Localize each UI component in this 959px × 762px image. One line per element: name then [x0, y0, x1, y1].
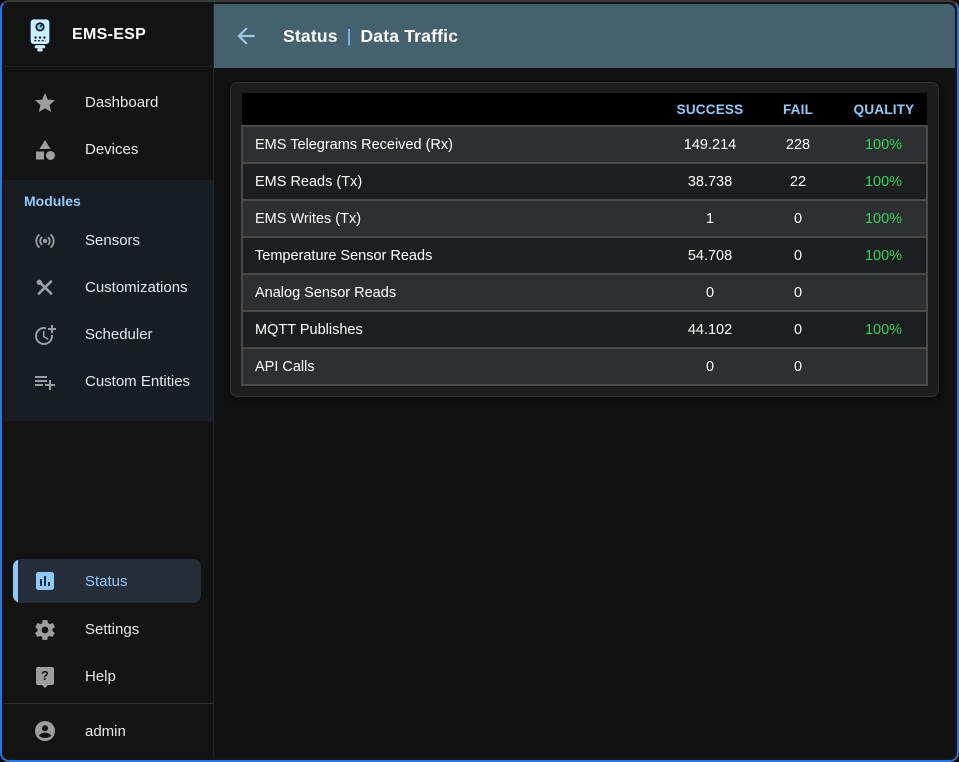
gear-icon — [33, 618, 57, 642]
sidebar-item-label: Scheduler — [85, 326, 153, 343]
sidebar-item-admin[interactable]: admin — [4, 704, 213, 758]
column-header-fail: FAIL — [755, 93, 841, 126]
quality-value — [841, 348, 927, 385]
success-value: 0 — [705, 284, 715, 301]
main-area: Status | Data Traffic SUCCESS FAIL QUALI… — [214, 4, 955, 758]
account-icon — [33, 719, 57, 743]
metric-name: EMS Writes (Tx) — [255, 210, 362, 227]
sidebar-item-label: Status — [85, 572, 128, 590]
sidebar-item-customizations[interactable]: Customizations — [4, 264, 213, 311]
table-row: Analog Sensor Reads 0 0 — [242, 274, 927, 311]
sensors-icon — [33, 229, 57, 253]
metric-name: Analog Sensor Reads — [255, 284, 397, 301]
sidebar: EMS-ESP Dashboard — [4, 4, 214, 758]
fail-value: 0 — [793, 284, 803, 301]
sidebar-item-settings[interactable]: Settings — [4, 606, 213, 653]
table-row: MQTT Publishes 44.102 0 100% — [242, 311, 927, 348]
sidebar-item-devices[interactable]: Devices — [4, 126, 213, 173]
fail-value: 22 — [789, 173, 807, 190]
fail-value: 228 — [785, 136, 811, 153]
star-icon — [33, 91, 57, 115]
success-value: 44.102 — [687, 321, 733, 338]
column-header-quality: QUALITY — [841, 93, 927, 126]
username-label: admin — [85, 722, 126, 740]
sidebar-item-label: Customizations — [85, 279, 188, 296]
quality-value: 100% — [864, 210, 903, 227]
sidebar-item-scheduler[interactable]: Scheduler — [4, 311, 213, 358]
fail-value: 0 — [793, 247, 803, 264]
app-title: EMS-ESP — [72, 26, 147, 43]
ems-esp-app: EMS-ESP Dashboard — [4, 4, 955, 758]
success-value: 149.214 — [683, 136, 737, 153]
sidebar-item-label: Help — [85, 668, 116, 685]
fail-value: 0 — [793, 321, 803, 338]
table-header: SUCCESS FAIL QUALITY — [242, 93, 927, 126]
table-row: EMS Telegrams Received (Rx) 149.214 228 … — [242, 126, 927, 163]
page-title: Status | Data Traffic — [283, 26, 458, 47]
arrow-back-icon — [233, 23, 259, 49]
metric-name: API Calls — [255, 358, 315, 375]
appbar: Status | Data Traffic — [214, 4, 955, 68]
page-title-section: Status — [283, 25, 338, 46]
sidebar-item-dashboard[interactable]: Dashboard — [4, 79, 213, 126]
sidebar-item-label: Devices — [85, 141, 139, 158]
clock-plus-icon — [33, 323, 57, 347]
sidebar-item-label: Sensors — [85, 232, 141, 249]
sidebar-item-label: Custom Entities — [85, 373, 191, 390]
metric-name: EMS Telegrams Received (Rx) — [255, 136, 453, 153]
sidebar-bottom-section: Status Settings ? — [4, 557, 213, 700]
svg-text:?: ? — [41, 669, 49, 683]
table-row: EMS Writes (Tx) 1 0 100% — [242, 200, 927, 237]
bar-chart-icon — [33, 569, 57, 593]
sidebar-header: EMS-ESP — [4, 4, 213, 67]
sidebar-item-help[interactable]: ? Help — [4, 653, 213, 700]
playlist-add-icon — [33, 370, 57, 394]
quality-value: 100% — [864, 321, 903, 338]
column-header-success: SUCCESS — [665, 93, 755, 126]
sidebar-modules-section: Modules Sensors — [4, 180, 213, 421]
success-value: 54.708 — [687, 247, 733, 264]
table-row: Temperature Sensor Reads 54.708 0 100% — [242, 237, 927, 274]
table-row: API Calls 0 0 — [242, 348, 927, 385]
success-value: 38.738 — [687, 173, 733, 190]
data-traffic-card: SUCCESS FAIL QUALITY EMS Telegrams Recei… — [230, 82, 939, 397]
success-value: 1 — [705, 210, 715, 227]
metric-name: EMS Reads (Tx) — [255, 173, 363, 190]
help-icon: ? — [33, 665, 57, 689]
quality-value: 100% — [864, 173, 903, 190]
quality-value: 100% — [864, 247, 903, 264]
content-area: SUCCESS FAIL QUALITY EMS Telegrams Recei… — [214, 68, 955, 758]
sidebar-item-label: Dashboard — [85, 94, 159, 111]
sidebar-item-sensors[interactable]: Sensors — [4, 217, 213, 264]
metric-name: MQTT Publishes — [255, 321, 363, 338]
quality-value: 100% — [864, 136, 903, 153]
column-header-name — [242, 93, 665, 126]
metric-name: Temperature Sensor Reads — [255, 247, 433, 264]
sidebar-spacer — [4, 421, 213, 557]
table-row: EMS Reads (Tx) 38.738 22 100% — [242, 163, 927, 200]
fail-value: 0 — [793, 210, 803, 227]
sidebar-item-label: Settings — [85, 621, 140, 638]
tools-icon — [33, 276, 57, 300]
sidebar-divider — [4, 703, 213, 704]
sidebar-item-custom-entities[interactable]: Custom Entities — [4, 358, 213, 405]
success-value: 0 — [705, 358, 715, 375]
data-traffic-table: SUCCESS FAIL QUALITY EMS Telegrams Recei… — [241, 93, 928, 386]
sidebar-top-section: Dashboard Devices — [4, 67, 213, 180]
title-separator: | — [346, 25, 352, 46]
sidebar-item-status[interactable]: Status — [13, 559, 201, 603]
page-title-subsection: Data Traffic — [360, 25, 459, 46]
fail-value: 0 — [793, 358, 803, 375]
back-button[interactable] — [233, 23, 259, 49]
category-icon — [33, 138, 57, 162]
quality-value — [841, 274, 927, 311]
modules-section-header: Modules — [24, 193, 81, 209]
boiler-logo-icon — [21, 16, 59, 54]
